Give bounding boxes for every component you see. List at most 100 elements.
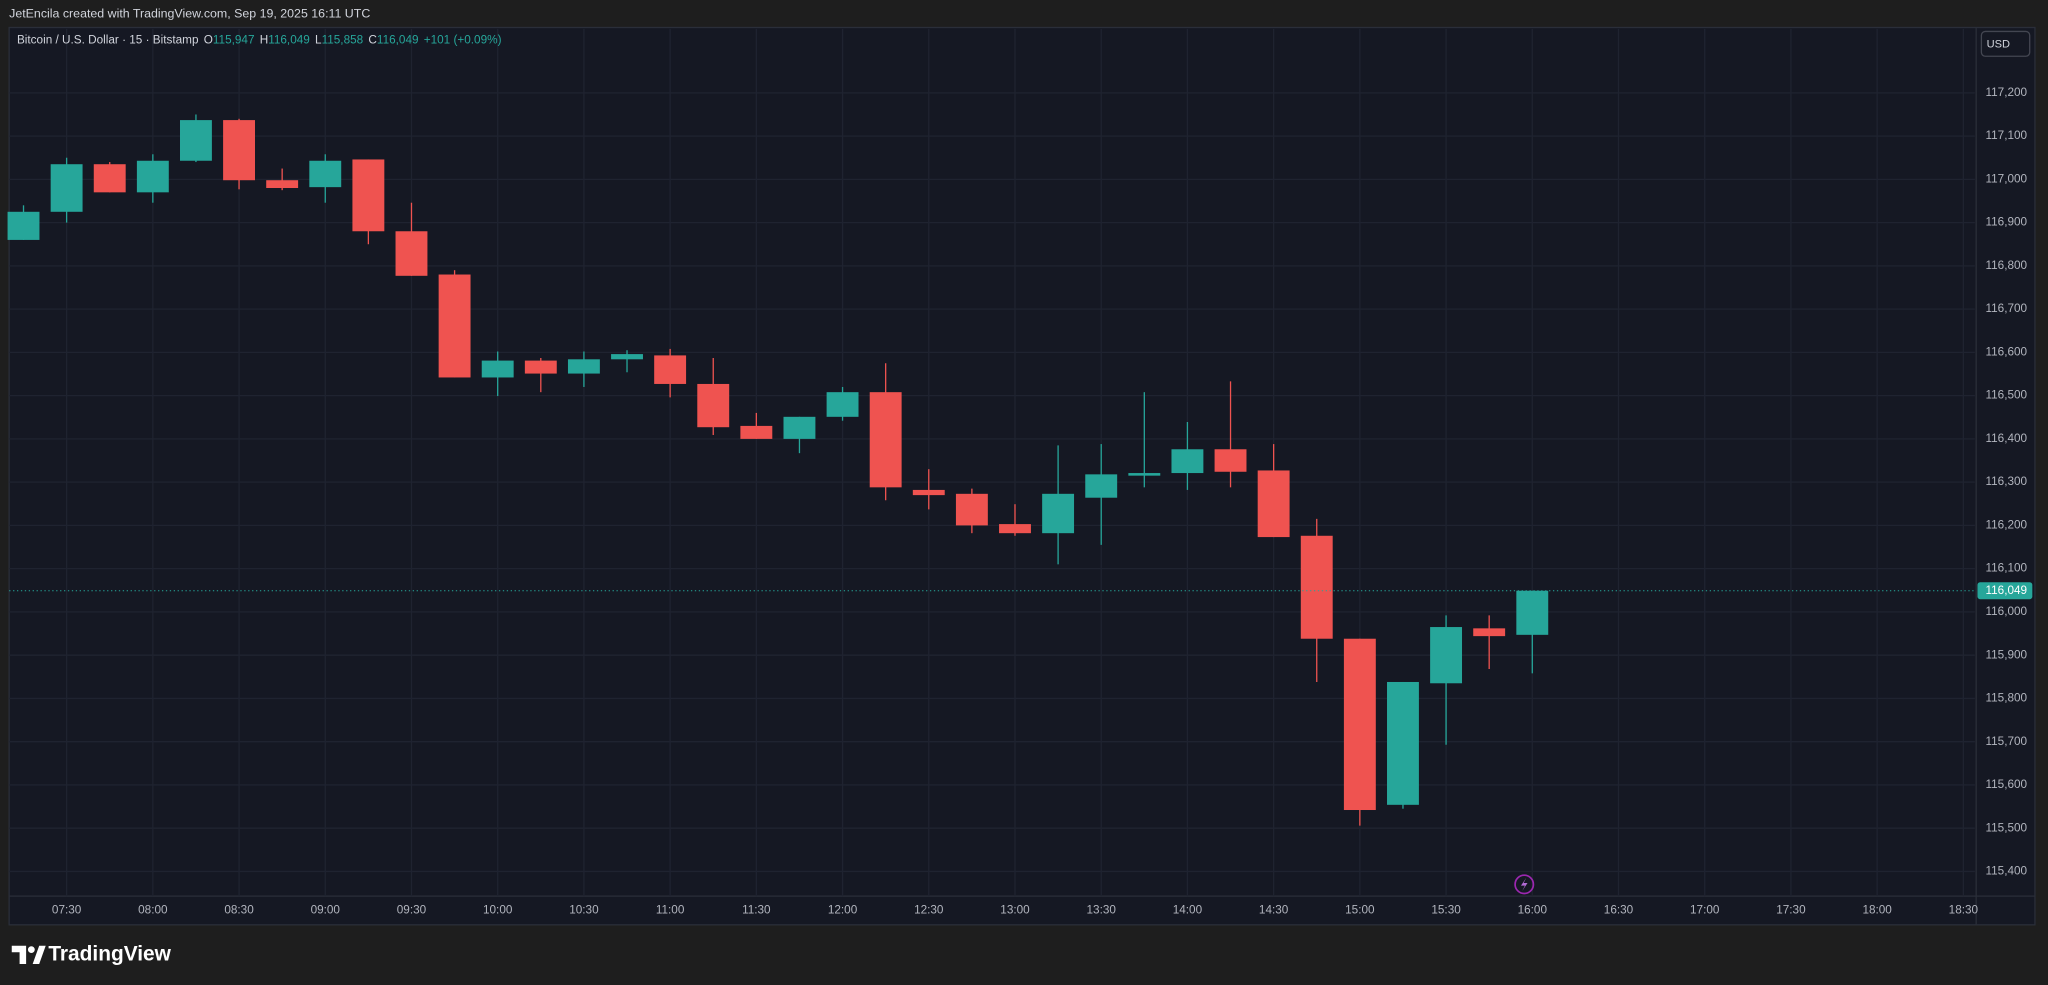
y-tick-label: 117,000 bbox=[1985, 172, 2027, 185]
candle-body bbox=[179, 120, 212, 161]
legend-value: 115,947 bbox=[213, 34, 255, 47]
candle-body bbox=[654, 355, 687, 384]
y-tick-label: 116,600 bbox=[1985, 345, 2027, 358]
x-tick-label: 12:30 bbox=[914, 904, 944, 917]
candle-body bbox=[395, 231, 428, 276]
x-tick-label: 13:30 bbox=[1087, 904, 1117, 917]
x-tick-label: 10:00 bbox=[483, 904, 513, 917]
x-tick-label: 08:00 bbox=[138, 904, 168, 917]
candle-body bbox=[524, 360, 557, 374]
y-tick-label: 116,700 bbox=[1985, 302, 2027, 315]
candle-body bbox=[1171, 449, 1204, 474]
candle-body bbox=[1128, 473, 1161, 476]
currency-label: USD bbox=[1987, 38, 2010, 50]
y-tick-label: 116,000 bbox=[1985, 605, 2027, 618]
x-tick-label: 14:30 bbox=[1259, 904, 1289, 917]
legend-value: 115,858 bbox=[322, 34, 364, 47]
candle-body bbox=[740, 425, 773, 439]
candle-body bbox=[1473, 628, 1506, 637]
y-tick-label: 115,500 bbox=[1985, 821, 2027, 834]
candle-body bbox=[438, 274, 471, 378]
lightning-icon[interactable] bbox=[1514, 874, 1535, 895]
candle-body bbox=[1042, 493, 1075, 534]
y-tick-label: 116,500 bbox=[1985, 389, 2027, 402]
legend-value: 116,049 bbox=[377, 34, 419, 47]
y-tick-label: 115,800 bbox=[1985, 692, 2027, 705]
x-tick-label: 14:00 bbox=[1173, 904, 1203, 917]
candle-body bbox=[869, 392, 902, 488]
candle-body bbox=[1343, 638, 1376, 811]
legend-key: C bbox=[368, 34, 377, 47]
y-tick-label: 116,800 bbox=[1985, 259, 2027, 272]
last-price-label: 116,049 bbox=[1985, 584, 2027, 597]
x-tick-label: 16:30 bbox=[1604, 904, 1634, 917]
y-tick-label: 116,900 bbox=[1985, 216, 2027, 229]
legend-value: 116,049 bbox=[268, 34, 310, 47]
candle-body bbox=[783, 416, 816, 439]
x-tick-label: 07:30 bbox=[52, 904, 82, 917]
grid bbox=[9, 28, 1975, 897]
x-tick-label: 09:30 bbox=[397, 904, 427, 917]
candle-body bbox=[481, 360, 514, 378]
legend: Bitcoin / U.S. Dollar · 15 · Bitstamp O11… bbox=[17, 34, 502, 47]
x-tick-label: 11:00 bbox=[656, 904, 685, 917]
candle-body bbox=[1387, 681, 1419, 805]
candle-body bbox=[50, 164, 83, 212]
x-tick-label: 18:00 bbox=[1862, 904, 1892, 917]
x-tick-label: 10:30 bbox=[569, 904, 599, 917]
candle-body bbox=[1300, 535, 1333, 639]
candle-body bbox=[266, 180, 299, 189]
x-tick-label: 18:30 bbox=[1949, 904, 1979, 917]
x-tick-label: 08:30 bbox=[224, 904, 254, 917]
candle-body bbox=[1516, 590, 1549, 635]
candle-body bbox=[93, 164, 126, 193]
currency-box[interactable] bbox=[1980, 30, 2031, 57]
x-tick-label: 13:00 bbox=[1000, 904, 1030, 917]
y-tick-label: 116,300 bbox=[1985, 475, 2027, 488]
candle-body bbox=[955, 493, 988, 526]
x-tick-label: 16:00 bbox=[1518, 904, 1548, 917]
candle-body bbox=[912, 489, 945, 496]
legend-title: Bitcoin / U.S. Dollar · 15 · Bitstamp bbox=[17, 34, 199, 47]
candle-body bbox=[826, 392, 859, 417]
y-tick-label: 115,400 bbox=[1985, 865, 2027, 878]
top-bar-text: JetEncila created with TradingView.com, … bbox=[9, 7, 370, 21]
candle-body bbox=[1430, 627, 1463, 684]
legend-change: +101 (+0.09%) bbox=[424, 34, 502, 47]
y-tick-label: 115,900 bbox=[1985, 648, 2027, 661]
x-tick-label: 17:00 bbox=[1690, 904, 1720, 917]
x-tick-label: 11:30 bbox=[742, 904, 771, 917]
candles bbox=[7, 114, 1975, 826]
y-tick-label: 115,700 bbox=[1985, 735, 2027, 748]
y-tick-label: 115,600 bbox=[1985, 778, 2027, 791]
chart-panel bbox=[8, 26, 2036, 926]
y-tick-label: 117,200 bbox=[1985, 86, 2027, 99]
candle-body bbox=[999, 524, 1031, 534]
candle-body bbox=[309, 160, 342, 188]
candle-body bbox=[611, 354, 643, 360]
x-tick-label: 12:00 bbox=[828, 904, 858, 917]
footer-logo[interactable] bbox=[11, 945, 46, 965]
x-tick-label: 15:00 bbox=[1345, 904, 1375, 917]
candle-body bbox=[352, 159, 385, 232]
legend-key: O bbox=[204, 34, 213, 47]
candle-body bbox=[1257, 470, 1290, 538]
candle-body bbox=[567, 359, 600, 374]
x-tick-label: 09:00 bbox=[311, 904, 341, 917]
x-tick-label: 15:30 bbox=[1431, 904, 1461, 917]
y-tick-label: 116,400 bbox=[1985, 432, 2027, 445]
candle-body bbox=[697, 383, 730, 428]
y-tick-label: 117,100 bbox=[1985, 129, 2027, 142]
last-price-tag bbox=[1977, 582, 2033, 600]
x-tick-label: 17:30 bbox=[1776, 904, 1806, 917]
candle-body bbox=[136, 160, 169, 193]
legend-key: L bbox=[315, 34, 322, 47]
axes: 115,400 115,500 115,600 115,700 115,800 115,9… bbox=[52, 86, 2033, 917]
y-tick-label: 116,100 bbox=[1985, 562, 2027, 575]
candle-body bbox=[7, 211, 40, 240]
y-tick-label: 116,200 bbox=[1985, 519, 2027, 532]
legend-key: H bbox=[260, 34, 269, 47]
candle-body bbox=[1085, 474, 1118, 498]
